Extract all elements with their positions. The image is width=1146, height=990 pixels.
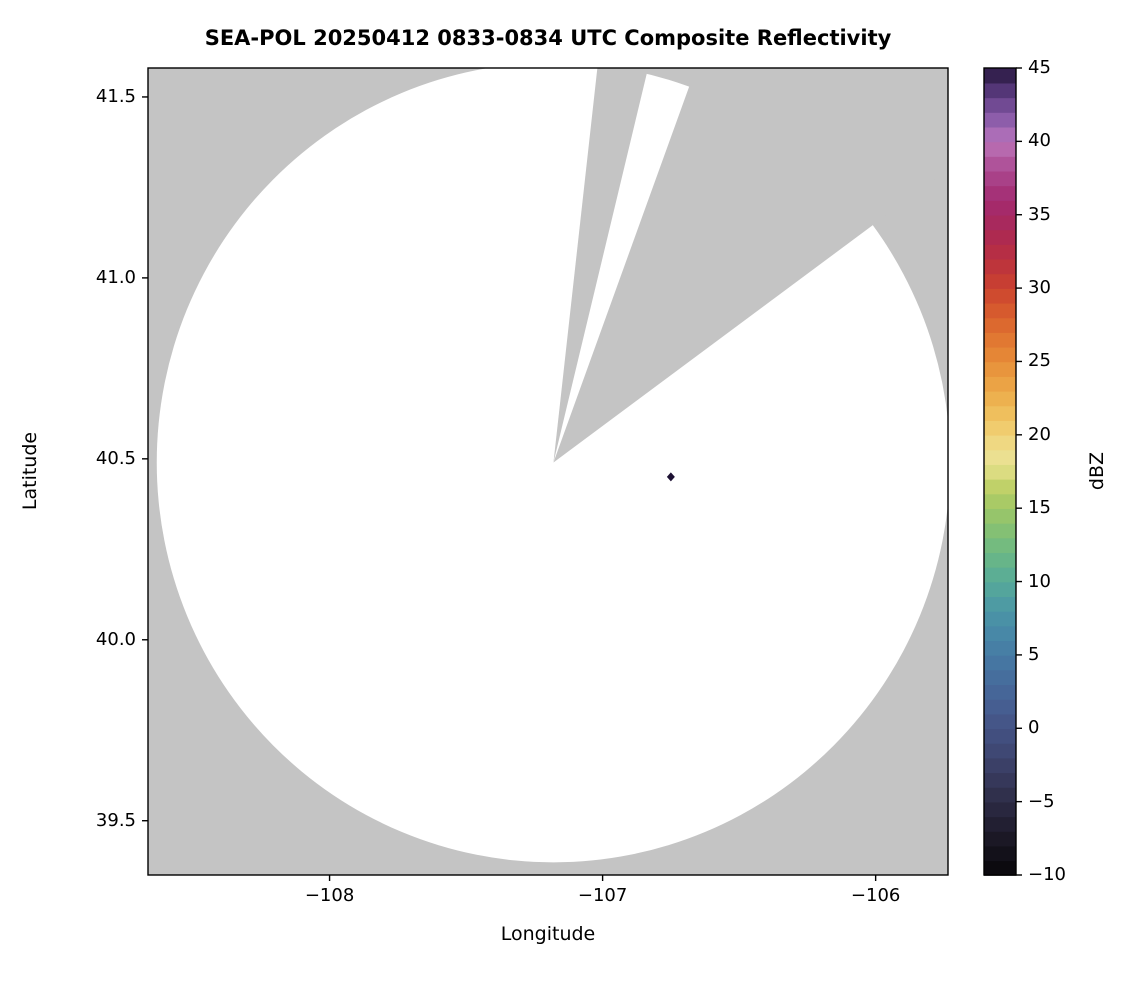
colorbar-segment [984, 537, 1016, 553]
colorbar-segment [984, 126, 1016, 143]
y-tick-label: 41.0 [95, 266, 136, 288]
plot-graphics [148, 68, 948, 875]
colorbar-tick-label: −5 [1028, 790, 1055, 812]
y-tick-label: 40.0 [95, 628, 136, 650]
colorbar-segment [984, 742, 1016, 759]
colorbar-segment [984, 772, 1016, 788]
colorbar-tick-label: 15 [1028, 497, 1051, 519]
colorbar-segment [984, 640, 1016, 656]
colorbar-segment [984, 200, 1016, 216]
colorbar-segment [984, 493, 1016, 509]
colorbar-segment [984, 68, 1016, 84]
colorbar-segment [984, 449, 1016, 465]
colorbar-segment [984, 434, 1016, 451]
colorbar-segment [984, 654, 1016, 671]
x-axis-label: Longitude [500, 923, 596, 945]
colorbar-tick-label: 35 [1028, 203, 1051, 225]
colorbar-segment [984, 728, 1016, 744]
colorbar-segment [984, 112, 1016, 128]
colorbar-tick-label: 25 [1028, 350, 1051, 372]
colorbar-segment [984, 478, 1016, 495]
colorbar-segment [984, 376, 1016, 392]
colorbar-tick-label: 20 [1028, 423, 1051, 445]
colorbar-segment [984, 317, 1016, 333]
y-tick-label: 39.5 [95, 809, 136, 831]
x-tick-label: −108 [304, 885, 355, 906]
colorbar-segment [984, 684, 1016, 700]
colorbar-segment [984, 786, 1016, 803]
colorbar-segment [984, 522, 1016, 539]
colorbar-segment [984, 361, 1016, 377]
colorbar-tick-label: 40 [1028, 130, 1051, 152]
colorbar-segment [984, 170, 1016, 187]
colorbar-segment [984, 390, 1016, 407]
colorbar-segment [984, 713, 1016, 730]
colorbar-segment [984, 156, 1016, 172]
blocked-sector [553, 68, 649, 463]
colorbar-segment [984, 860, 1016, 876]
colorbar-outline [983, 67, 1017, 876]
colorbar-segment [984, 332, 1016, 348]
colorbar-segment [984, 97, 1016, 113]
colorbar-tick-label: 5 [1028, 643, 1040, 665]
colorbar-tick-label: 30 [1028, 277, 1051, 299]
chart-title: SEA-POL 20250412 0833-0834 UTC Composite… [204, 26, 892, 50]
y-axis-label: Latitude [19, 431, 41, 511]
colorbar-segment [984, 82, 1016, 99]
y-tick-label: 40.5 [95, 447, 136, 469]
blocked-sector [553, 68, 948, 463]
colorbar-segment [984, 610, 1016, 627]
y-tick-label: 41.5 [95, 85, 136, 107]
colorbar-tick-label: 0 [1028, 717, 1040, 739]
colorbar-segment [984, 258, 1016, 275]
colorbar-segment [984, 346, 1016, 363]
colorbar-tick-label: 45 [1028, 57, 1051, 78]
colorbar-segment [984, 214, 1016, 231]
colorbar-segment [984, 698, 1016, 715]
colorbar-segment [984, 830, 1016, 847]
colorbar-segment [984, 420, 1016, 436]
colorbar-segment [984, 185, 1016, 201]
colorbar-segment [984, 845, 1016, 862]
colorbar-segment [984, 552, 1016, 568]
colorbar-segment [984, 302, 1016, 319]
colorbar-segment [984, 816, 1016, 832]
colorbar-segment [984, 757, 1016, 774]
colorbar-segment [984, 288, 1016, 304]
colorbar-segment [984, 405, 1016, 421]
colorbar-segment [984, 244, 1016, 260]
x-tick-label: −107 [577, 885, 628, 906]
colorbar-segment [984, 464, 1016, 480]
colorbar-segment [984, 801, 1016, 818]
colorbar-label: dBZ [1086, 451, 1108, 491]
x-tick-label: −106 [850, 885, 901, 906]
colorbar-tick-label: −10 [1028, 864, 1066, 885]
colorbar-segment [984, 566, 1016, 583]
colorbar-segment [984, 229, 1016, 245]
colorbar-segment [984, 669, 1016, 686]
colorbar-segment [984, 508, 1016, 524]
colorbar-segment [984, 141, 1016, 157]
axes-spines [147, 67, 949, 876]
colorbar-segment [984, 273, 1016, 289]
colorbar-segment [984, 625, 1016, 642]
reflectivity-echo [666, 472, 675, 482]
colorbar-gradient [984, 68, 1016, 876]
colorbar-tick-label: 10 [1028, 570, 1051, 592]
colorbar-segment [984, 596, 1016, 612]
colorbar-segment [984, 581, 1016, 598]
